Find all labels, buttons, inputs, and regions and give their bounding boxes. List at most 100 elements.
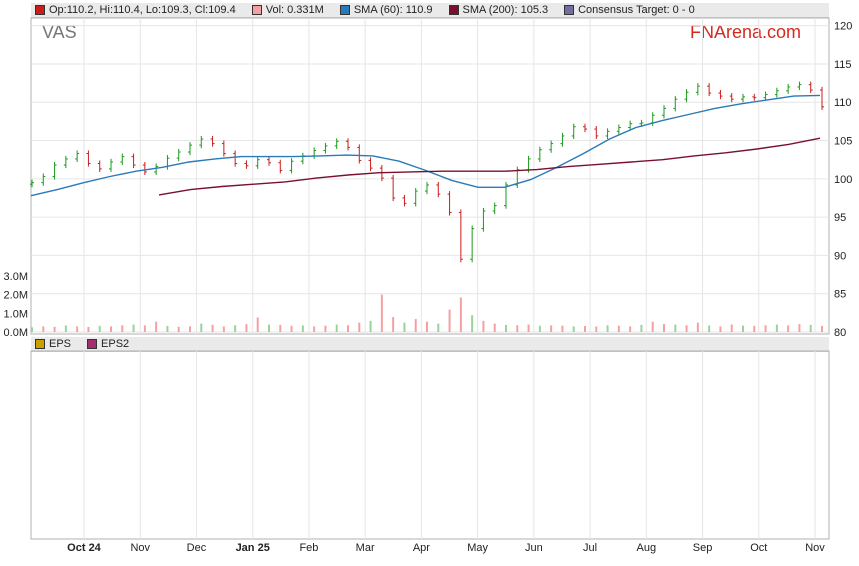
- legend-label: SMA (200): 105.3: [462, 4, 549, 16]
- volume-bar: [211, 324, 214, 332]
- volume-tick-label: 2.0M: [4, 290, 28, 302]
- y-tick-label: 120: [834, 21, 852, 33]
- volume-bar: [313, 326, 316, 332]
- x-tick-label: Oct 24: [67, 542, 102, 554]
- volume-bar: [595, 326, 598, 332]
- volume-bar: [268, 324, 270, 332]
- y-tick-label: 95: [834, 212, 846, 224]
- volume-bar: [742, 325, 744, 332]
- volume-bar: [335, 324, 338, 332]
- x-tick-label: Dec: [187, 542, 207, 554]
- volume-bar: [222, 326, 225, 332]
- volume-tick-label: 3.0M: [4, 271, 28, 283]
- legend-swatch: [35, 5, 45, 15]
- x-tick-label: Aug: [637, 542, 657, 554]
- volume-bar: [809, 324, 812, 332]
- volume-bar: [426, 321, 428, 332]
- volume-bar: [617, 325, 620, 332]
- volume-bar: [538, 325, 541, 332]
- volume-bar: [245, 324, 248, 332]
- volume-bar: [764, 325, 767, 332]
- volume-bar: [369, 320, 372, 332]
- volume-bar: [448, 309, 451, 332]
- legend-label: Vol: 0.331M: [265, 4, 324, 16]
- volume-bar: [719, 326, 722, 332]
- x-tick-label: Feb: [299, 542, 318, 554]
- volume-bar: [584, 326, 586, 332]
- volume-bar: [279, 324, 282, 332]
- volume-bar: [730, 324, 733, 332]
- volume-bar: [685, 325, 688, 332]
- volume-bar: [110, 326, 112, 332]
- volume-bar: [347, 325, 349, 332]
- legend-label: SMA (60): 110.9: [353, 4, 433, 16]
- x-tick-label: Sep: [693, 542, 713, 554]
- sma60-line: [30, 94, 821, 197]
- legend-swatch: [339, 5, 350, 15]
- y-tick-label: 90: [834, 250, 846, 262]
- volume-bar: [64, 325, 67, 332]
- legend-swatch: [251, 5, 262, 15]
- legend-swatch: [564, 5, 575, 15]
- legend-swatch: [35, 339, 45, 349]
- sma200-line: [158, 137, 821, 196]
- volume-bar: [708, 325, 711, 332]
- price-legend-item: Vol: 0.331M: [251, 4, 324, 16]
- volume-bar: [200, 323, 203, 332]
- legend-swatch: [448, 5, 459, 15]
- x-tick-label: Nov: [805, 542, 825, 554]
- volume-bar: [561, 325, 564, 332]
- x-tick-label: May: [467, 542, 488, 554]
- volume-bar: [787, 325, 790, 332]
- volume-bar: [31, 327, 33, 332]
- volume-bar: [471, 315, 474, 332]
- volume-bar: [674, 324, 677, 332]
- y-tick-label: 100: [834, 174, 852, 186]
- x-tick-label: Jul: [583, 542, 597, 554]
- volume-bar: [143, 325, 146, 332]
- volume-bar: [358, 322, 361, 332]
- volume-bar: [651, 321, 654, 332]
- price-legend-item: Op:110.2, Hi:110.4, Lo:109.3, Cl:109.4: [35, 4, 236, 16]
- volume-bar: [516, 325, 519, 332]
- volume-bar: [166, 326, 169, 332]
- volume-bar: [121, 325, 124, 332]
- volume-bar: [493, 323, 496, 332]
- legend-label: Consensus Target: 0 - 0: [578, 4, 695, 16]
- volume-bar: [234, 325, 237, 332]
- x-tick-label: Mar: [356, 542, 375, 554]
- volume-bar: [663, 324, 665, 332]
- price-legend-item: SMA (60): 110.9: [339, 4, 433, 16]
- legend-label: EPS2: [101, 338, 130, 350]
- price-legend: Op:110.2, Hi:110.4, Lo:109.3, Cl:109.4 Vo…: [31, 3, 829, 18]
- volume-bar: [98, 325, 101, 332]
- volume-bar: [753, 325, 756, 332]
- volume-bar: [392, 317, 395, 332]
- volume-bar: [821, 325, 823, 332]
- volume-bar: [403, 322, 406, 332]
- volume-bar: [380, 294, 383, 332]
- volume-bar: [459, 297, 462, 332]
- legend-label: EPS: [49, 338, 72, 350]
- volume-bar: [527, 324, 530, 332]
- volume-bar: [256, 317, 259, 332]
- volume-bar: [775, 324, 778, 332]
- eps-legend-item: EPS2: [87, 338, 129, 350]
- volume-bar: [290, 325, 293, 332]
- x-tick-label: Apr: [413, 542, 430, 554]
- volume-bar: [301, 325, 304, 332]
- volume-bar: [42, 326, 45, 332]
- volume-bar: [606, 325, 609, 332]
- x-tick-label: Oct: [750, 542, 767, 554]
- volume-bar: [414, 318, 417, 332]
- volume-bar: [87, 326, 90, 332]
- volume-bar: [482, 320, 485, 332]
- volume-bar: [324, 325, 327, 332]
- volume-bar: [629, 326, 632, 332]
- volume-tick-label: 1.0M: [4, 308, 28, 320]
- price-panel-frame: [30, 17, 830, 335]
- legend-swatch: [87, 339, 98, 349]
- volume-bar: [155, 321, 158, 332]
- volume-bar: [53, 326, 56, 332]
- y-tick-label: 115: [834, 59, 852, 71]
